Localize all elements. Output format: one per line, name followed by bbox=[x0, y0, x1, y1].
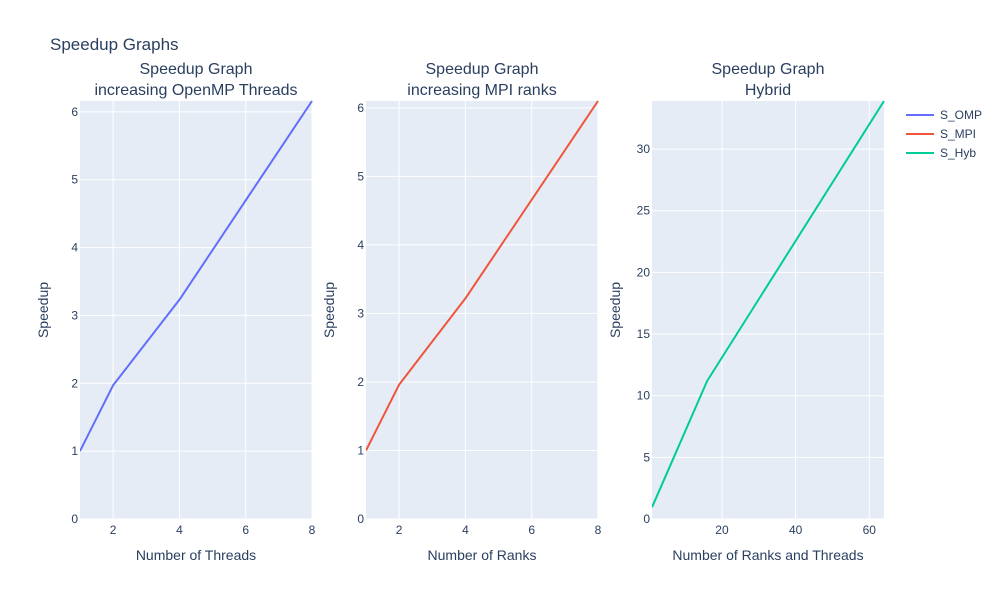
y-axis-title: Speedup bbox=[607, 282, 623, 338]
y-tick-label: 3 bbox=[71, 308, 78, 322]
y-tick-label: 5 bbox=[357, 169, 364, 183]
x-tick-label: 8 bbox=[595, 523, 602, 537]
y-tick-label: 0 bbox=[71, 512, 78, 526]
y-tick-label: 25 bbox=[637, 204, 651, 218]
series-line-s-hyb bbox=[652, 100, 885, 508]
y-tick-label: 3 bbox=[357, 306, 364, 320]
legend-label: S_OMP bbox=[940, 108, 982, 122]
y-tick-label: 2 bbox=[357, 375, 364, 389]
series-line-s-omp bbox=[80, 100, 313, 452]
y-tick-label: 1 bbox=[71, 444, 78, 458]
legend-label: S_Hyb bbox=[940, 146, 976, 160]
x-axis-title: Number of Ranks bbox=[428, 547, 537, 563]
legend-item-s-mpi[interactable]: S_MPI bbox=[906, 127, 976, 141]
x-tick-label: 2 bbox=[110, 523, 117, 537]
plot-area bbox=[652, 101, 884, 519]
y-tick-label: 30 bbox=[637, 142, 651, 156]
y-tick-label: 20 bbox=[637, 265, 651, 279]
y-tick-label: 0 bbox=[643, 512, 650, 526]
subplot-3: 20 40 60 0 5 10 15 20 25 30 Speedup Graph Hybrid Num… bbox=[607, 61, 885, 563]
y-tick-label: 5 bbox=[643, 450, 650, 464]
x-tick-label: 2 bbox=[396, 523, 403, 537]
y-tick-label: 15 bbox=[637, 327, 651, 341]
legend-item-s-hyb[interactable]: S_Hyb bbox=[906, 146, 976, 160]
subplot-title-line: Speedup Graph bbox=[140, 61, 253, 78]
y-tick-label: 2 bbox=[71, 376, 78, 390]
plot-area bbox=[366, 101, 598, 519]
figure-title: Speedup Graphs bbox=[50, 35, 179, 54]
subplot-title-line: increasing OpenMP Threads bbox=[94, 82, 297, 99]
legend-item-s-omp[interactable]: S_OMP bbox=[906, 108, 982, 122]
y-tick-label: 6 bbox=[357, 101, 364, 115]
subplot-title-line: Speedup Graph bbox=[426, 61, 539, 78]
y-axis-title: Speedup bbox=[321, 282, 337, 338]
subplots: 2 4 6 8 0 1 2 3 4 5 6 Speedup Graph increasing OpenM… bbox=[35, 61, 885, 563]
subplot-title-line: increasing MPI ranks bbox=[407, 82, 556, 99]
y-tick-label: 5 bbox=[71, 173, 78, 187]
x-tick-label: 40 bbox=[789, 523, 803, 537]
y-tick-label: 6 bbox=[71, 105, 78, 119]
y-tick-label: 4 bbox=[71, 241, 78, 255]
legend-label: S_MPI bbox=[940, 127, 976, 141]
x-tick-label: 4 bbox=[462, 523, 469, 537]
subplot-1: 2 4 6 8 0 1 2 3 4 5 6 Speedup Graph increasing OpenM… bbox=[35, 61, 316, 563]
x-tick-label: 6 bbox=[242, 523, 249, 537]
y-tick-label: 0 bbox=[357, 512, 364, 526]
x-tick-label: 8 bbox=[309, 523, 316, 537]
y-tick-label: 1 bbox=[357, 443, 364, 457]
x-axis-title: Number of Ranks and Threads bbox=[672, 547, 863, 563]
y-tick-label: 4 bbox=[357, 238, 364, 252]
y-axis-title: Speedup bbox=[35, 282, 51, 338]
x-tick-label: 4 bbox=[176, 523, 183, 537]
legend: S_OMP S_MPI S_Hyb bbox=[906, 108, 982, 160]
subplot-title-line: Speedup Graph bbox=[712, 61, 825, 78]
subplot-title-line: Hybrid bbox=[745, 82, 791, 99]
x-tick-label: 6 bbox=[528, 523, 535, 537]
x-tick-label: 60 bbox=[863, 523, 877, 537]
y-tick-label: 10 bbox=[637, 389, 651, 403]
series-line-s-mpi bbox=[366, 100, 599, 451]
subplot-2: 2 4 6 8 0 1 2 3 4 5 6 Speedup Graph increasing MPI r… bbox=[321, 61, 602, 563]
x-tick-label: 20 bbox=[715, 523, 729, 537]
plot-area bbox=[80, 101, 312, 519]
x-axis-title: Number of Threads bbox=[136, 547, 256, 563]
